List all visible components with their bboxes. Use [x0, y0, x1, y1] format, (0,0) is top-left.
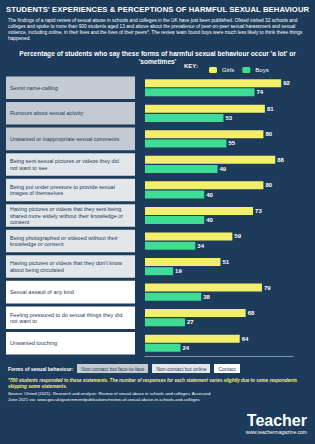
svg-text:images of themselves: images of themselves: [10, 190, 63, 196]
svg-text:not want to see: not want to see: [10, 165, 47, 171]
html-text:Non-contact but face-to-face: Non-contact but face-to-face: [81, 365, 145, 372]
html-text:Forms of sexual behaviour:: Forms of sexual behaviour:: [8, 365, 74, 372]
svg-text:Being sent sexual pictures or: Being sent sexual pictures or videos the…: [10, 158, 120, 164]
svg-text:24: 24: [183, 345, 190, 351]
html-text:The findings of a rapid review: The findings of a rapid review of sexual…: [8, 18, 303, 41]
svg-text:55: 55: [228, 140, 235, 146]
svg-text:Sexual assault of any kind: Sexual assault of any kind: [10, 289, 74, 295]
svg-text:64: 64: [242, 336, 249, 342]
svg-text:Being put under pressure to pr: Being put under pressure to provide sexu…: [10, 184, 116, 190]
svg-text:51: 51: [222, 259, 229, 265]
svg-text:Sexist name-calling: Sexist name-calling: [10, 85, 58, 91]
html-text:Source: Ofsted (2021). Researc: Source: Ofsted (2021). Research and anal…: [8, 391, 211, 402]
svg-text:80: 80: [265, 131, 272, 137]
svg-text:79: 79: [264, 285, 271, 291]
svg-text:68: 68: [248, 310, 255, 316]
svg-text:Unwanted touching: Unwanted touching: [10, 340, 57, 346]
svg-text:knowledge or consent: knowledge or consent: [10, 241, 64, 247]
svg-text:Having pictures or videos that: Having pictures or videos that they sent…: [10, 206, 123, 212]
svg-text:shared more widely without the: shared more widely without their knowled…: [10, 213, 125, 219]
svg-text:53: 53: [225, 115, 232, 121]
svg-text:Boys: Boys: [255, 67, 268, 73]
svg-text:Having pictures or videos that: Having pictures or videos that they don'…: [10, 260, 124, 266]
html-text:Percentage of students who say: Percentage of students who say these for…: [19, 50, 296, 65]
svg-text:40: 40: [206, 217, 213, 223]
svg-text:not want to: not want to: [10, 318, 37, 324]
svg-text:49: 49: [220, 166, 227, 172]
svg-text:59: 59: [234, 233, 241, 239]
html-text:STUDENTS' EXPERIENCES & PERCEP: STUDENTS' EXPERIENCES & PERCEPTIONS OF H…: [6, 5, 310, 14]
html-text:Contact: Contact: [218, 365, 236, 372]
svg-text:Girls: Girls: [222, 67, 234, 73]
svg-text:80: 80: [265, 182, 272, 188]
svg-text:92: 92: [283, 80, 290, 86]
svg-text:19: 19: [175, 268, 182, 274]
svg-text:Rumours about sexual activity: Rumours about sexual activity: [10, 110, 84, 116]
svg-text:38: 38: [203, 294, 210, 300]
svg-text:Being photographed or videoed: Being photographed or videoed without th…: [10, 235, 119, 241]
html-text:*780 students responded to the: *780 students responded to these stateme…: [8, 378, 297, 389]
svg-text:about being circulated: about being circulated: [10, 267, 64, 273]
svg-text:Unwanted or inappropriate sexu: Unwanted or inappropriate sexual comment…: [10, 136, 119, 142]
svg-text:34: 34: [197, 243, 204, 249]
html-text:Non-contact but online: Non-contact but online: [156, 365, 207, 372]
svg-text:Feeling pressured to do sexual: Feeling pressured to do sexual things th…: [10, 312, 124, 318]
svg-text:88: 88: [277, 157, 284, 163]
html-text:KEY:: KEY:: [184, 63, 198, 69]
svg-text:81: 81: [267, 106, 274, 112]
svg-text:consent: consent: [10, 219, 30, 225]
svg-text:27: 27: [187, 319, 194, 325]
svg-text:74: 74: [257, 89, 264, 95]
html-text:www.teachermagazine.com: www.teachermagazine.com: [245, 429, 307, 435]
svg-text:40: 40: [206, 192, 213, 198]
html-text:Teacher: Teacher: [246, 412, 307, 429]
svg-text:73: 73: [255, 208, 262, 214]
